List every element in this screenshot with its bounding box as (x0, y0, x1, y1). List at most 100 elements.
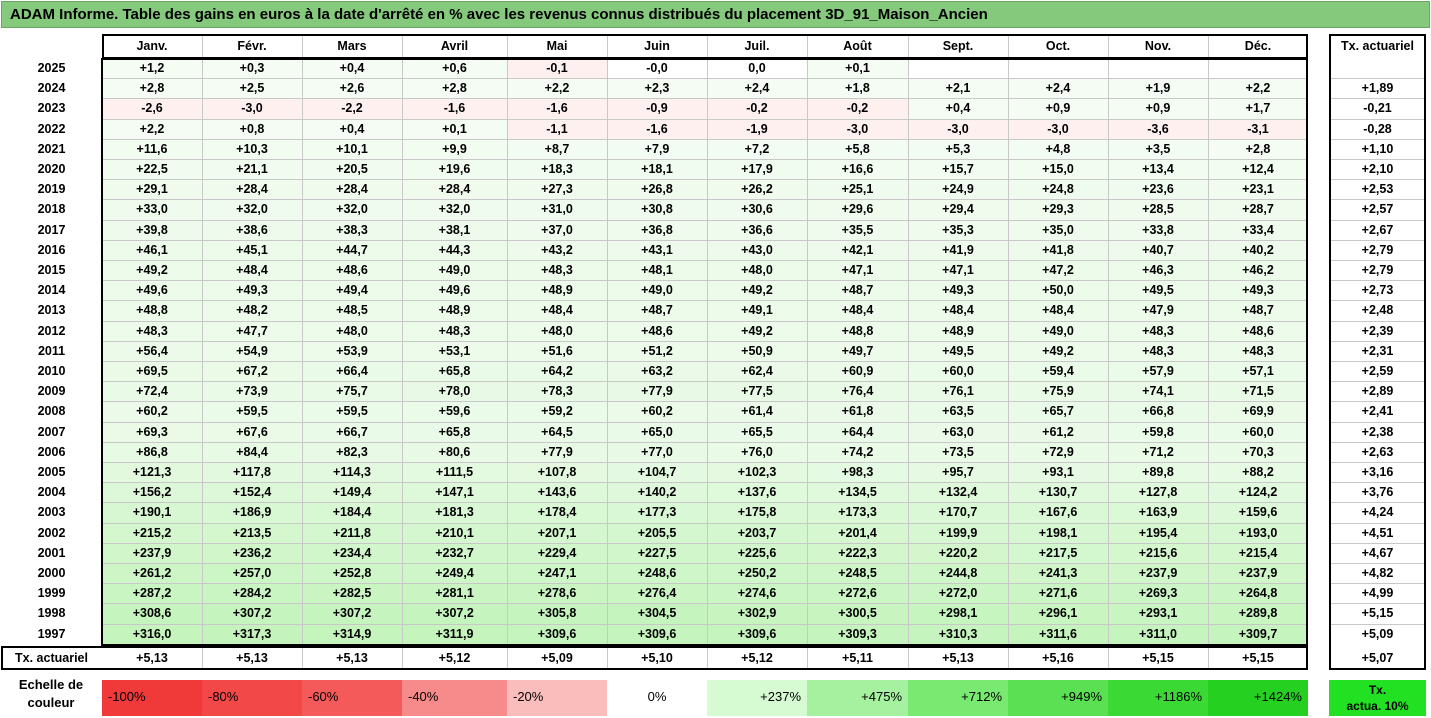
gain-cell: +93,1 (1008, 462, 1108, 483)
year-label: 2017 (37, 222, 66, 237)
gain-cell: +28,4 (202, 179, 302, 200)
tx-actuariel-cell: +4,51 (1361, 525, 1394, 540)
grid-line (302, 34, 303, 670)
grid-line (102, 502, 1308, 504)
grid-line (1329, 78, 1426, 80)
footer-tx-cell: +5,16 (1042, 650, 1074, 665)
grid-line (1329, 563, 1426, 564)
color-scale-swatch: +949% (1008, 680, 1108, 716)
color-scale-label-line2: couleur (27, 695, 75, 710)
gain-cell: +198,1 (1008, 522, 1108, 543)
grid-line (102, 381, 1308, 383)
tx-actuariel-cell: +4,67 (1361, 545, 1394, 560)
month-header: Avril (440, 39, 469, 53)
gain-cell: +210,1 (402, 522, 507, 543)
tx-actuariel-cell: +3,16 (1361, 465, 1394, 479)
month-header: Mai (546, 39, 568, 53)
gain-cell: +65,7 (1008, 401, 1108, 422)
grid-line (102, 563, 1308, 564)
tx-actua-legend-line2: actua. 10% (1346, 699, 1409, 713)
gain-cell: +201,4 (807, 522, 908, 543)
color-scale-swatch: -80% (202, 680, 302, 716)
month-header: Sept. (942, 39, 974, 53)
gain-cell: +47,2 (1008, 260, 1108, 281)
year-label: 2018 (37, 202, 66, 217)
gain-cell: +47,9 (1108, 300, 1208, 321)
gain-cell: +41,9 (908, 239, 1008, 260)
gain-cell: +43,2 (507, 239, 607, 260)
title-bar: ADAM Informe. Table des gains en euros à… (1, 1, 1430, 28)
grid-line (1329, 98, 1426, 100)
gain-cell: +302,9 (707, 603, 807, 624)
gain-cell: +278,6 (507, 583, 607, 604)
gain-cell: +250,2 (707, 563, 807, 584)
tx-actuariel-cell: +2,67 (1361, 222, 1394, 237)
gain-cell: +0,4 (302, 118, 402, 139)
gain-cell: +241,3 (1008, 563, 1108, 584)
grid-line (1329, 260, 1426, 261)
gain-cell: +248,6 (607, 563, 707, 584)
footer-tx-cell: +5,13 (236, 650, 268, 665)
gain-cell: +28,4 (402, 179, 507, 200)
gain-cell: +49,2 (102, 260, 202, 281)
gain-cell: +307,2 (302, 603, 402, 624)
gain-cell: +272,6 (807, 583, 908, 604)
gain-cell: +47,1 (807, 260, 908, 281)
color-scale-swatch: -100% (102, 680, 202, 716)
gain-cell: +269,3 (1108, 583, 1208, 604)
gain-cell: +300,5 (807, 603, 908, 624)
tx-actuariel-cell: +2,48 (1361, 303, 1394, 318)
grid-line (102, 159, 1308, 160)
grid-line (1329, 421, 1426, 423)
gain-cell: +49,1 (707, 300, 807, 321)
gain-cell: -3,1 (1208, 118, 1308, 139)
gain-cell: +215,6 (1108, 542, 1208, 563)
grid-line (102, 361, 1308, 362)
gain-cell: +1,9 (1108, 78, 1208, 99)
gain-cell: +124,2 (1208, 482, 1308, 503)
gain-cell: +117,8 (202, 462, 302, 483)
gain-cell: +281,1 (402, 583, 507, 604)
gain-cell: +257,0 (202, 563, 302, 584)
grid-line (1329, 138, 1426, 140)
gain-cell: +49,5 (1108, 280, 1208, 301)
gain-cell: -0,1 (507, 58, 607, 79)
grid-line (102, 260, 1308, 261)
gain-cell: +232,7 (402, 542, 507, 563)
gain-cell: +40,7 (1108, 239, 1208, 260)
grid-line (102, 239, 1308, 241)
grid-line (1329, 179, 1426, 181)
gain-cell: +59,2 (507, 401, 607, 422)
gain-cell: +32,0 (402, 199, 507, 220)
grid-line (1329, 401, 1426, 403)
month-header: Juil. (744, 39, 770, 53)
gain-cell: +199,9 (908, 522, 1008, 543)
grid-line (102, 179, 1308, 181)
footer-tx-cell: +5,10 (641, 650, 673, 665)
gain-cell: +54,9 (202, 340, 302, 361)
gain-cell: +130,7 (1008, 482, 1108, 503)
month-header: Oct. (1045, 39, 1071, 53)
gain-cell: -2,6 (102, 98, 202, 119)
gain-cell: +48,3 (1208, 340, 1308, 361)
gain-cell: +49,6 (102, 280, 202, 301)
tx-actua-legend: Tx. actua. 10% (1329, 680, 1426, 716)
gain-cell: +74,1 (1108, 381, 1208, 402)
gain-cell: +309,6 (707, 623, 807, 644)
gain-cell: +2,1 (908, 78, 1008, 99)
grid-line (1329, 441, 1426, 443)
gain-cell: +229,4 (507, 542, 607, 563)
gain-cell: +48,6 (302, 260, 402, 281)
month-header: Janv. (136, 39, 168, 53)
gain-cell: +2,8 (1208, 138, 1308, 159)
gain-cell: +61,8 (807, 401, 908, 422)
gain-cell: +2,2 (507, 78, 607, 99)
footer-tx-cell: +5,15 (1142, 650, 1174, 665)
gain-cell: +24,9 (908, 179, 1008, 200)
gain-cell: +10,3 (202, 138, 302, 159)
gain-cell: +143,6 (507, 482, 607, 503)
grid-line (1329, 623, 1426, 625)
gain-cell: +272,0 (908, 583, 1008, 604)
gain-cell: +77,0 (607, 441, 707, 462)
gain-cell: +49,0 (1008, 320, 1108, 341)
